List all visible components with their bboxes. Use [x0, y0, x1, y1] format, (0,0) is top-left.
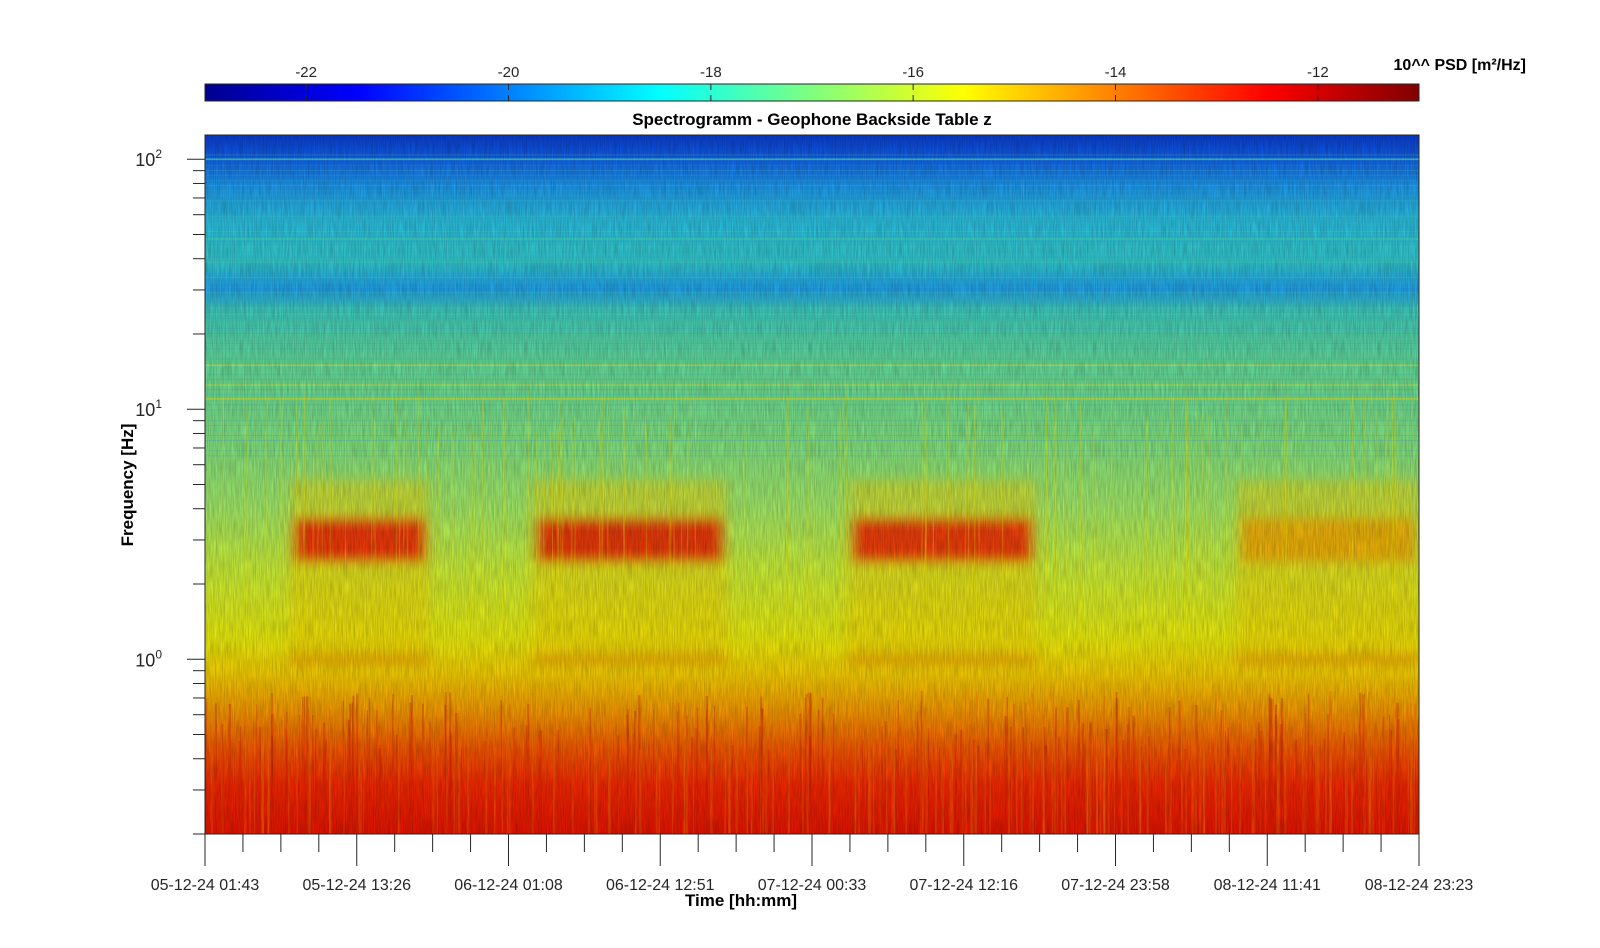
- spectrogram-noise: [205, 135, 1419, 834]
- colorbar: -22 -20 -18 -16 -14 -12 10^^ PSD [m²/Hz]: [204, 57, 1526, 102]
- colorbar-tick-label: -14: [1105, 64, 1127, 81]
- x-tick-label: 07-12-24 12:16: [909, 877, 1018, 894]
- spectrogram-image: [205, 135, 1419, 834]
- colorbar-tick-label: -20: [498, 64, 520, 81]
- x-tick-label: 05-12-24 13:26: [302, 877, 411, 894]
- y-tick-label: 101: [135, 397, 162, 420]
- colorbar-tick-label: -22: [295, 64, 317, 81]
- colorbar-tick-label: -18: [700, 64, 722, 81]
- x-tick-label: 06-12-24 12:51: [606, 877, 715, 894]
- x-tick-label: 07-12-24 00:33: [758, 877, 867, 894]
- colorbar-label: 10^^ PSD [m²/Hz]: [1394, 57, 1526, 74]
- y-tick-label: 100: [135, 647, 162, 670]
- y-tick-label: 102: [135, 147, 162, 170]
- chart-title: Spectrogramm - Geophone Backside Table z: [632, 110, 992, 129]
- colorbar-gradient: [204, 83, 1420, 102]
- x-tick-label: 05-12-24 01:43: [151, 877, 260, 894]
- colorbar-tick-label: -16: [902, 64, 924, 81]
- x-tick-label: 07-12-24 23:58: [1061, 877, 1170, 894]
- y-axis-label: Frequency [Hz]: [118, 424, 137, 547]
- x-tick-label: 08-12-24 23:23: [1365, 877, 1474, 894]
- x-tick-label: 06-12-24 01:08: [454, 877, 563, 894]
- colorbar-tick-label: -12: [1307, 64, 1329, 81]
- y-axis: 102 101 100: [135, 147, 205, 835]
- x-tick-label: 08-12-24 11:41: [1214, 877, 1321, 894]
- x-axis: 05-12-24 01:43 05-12-24 13:26 06-12-24 01:…: [151, 834, 1474, 894]
- x-axis-label: Time [hh:mm]: [685, 891, 797, 910]
